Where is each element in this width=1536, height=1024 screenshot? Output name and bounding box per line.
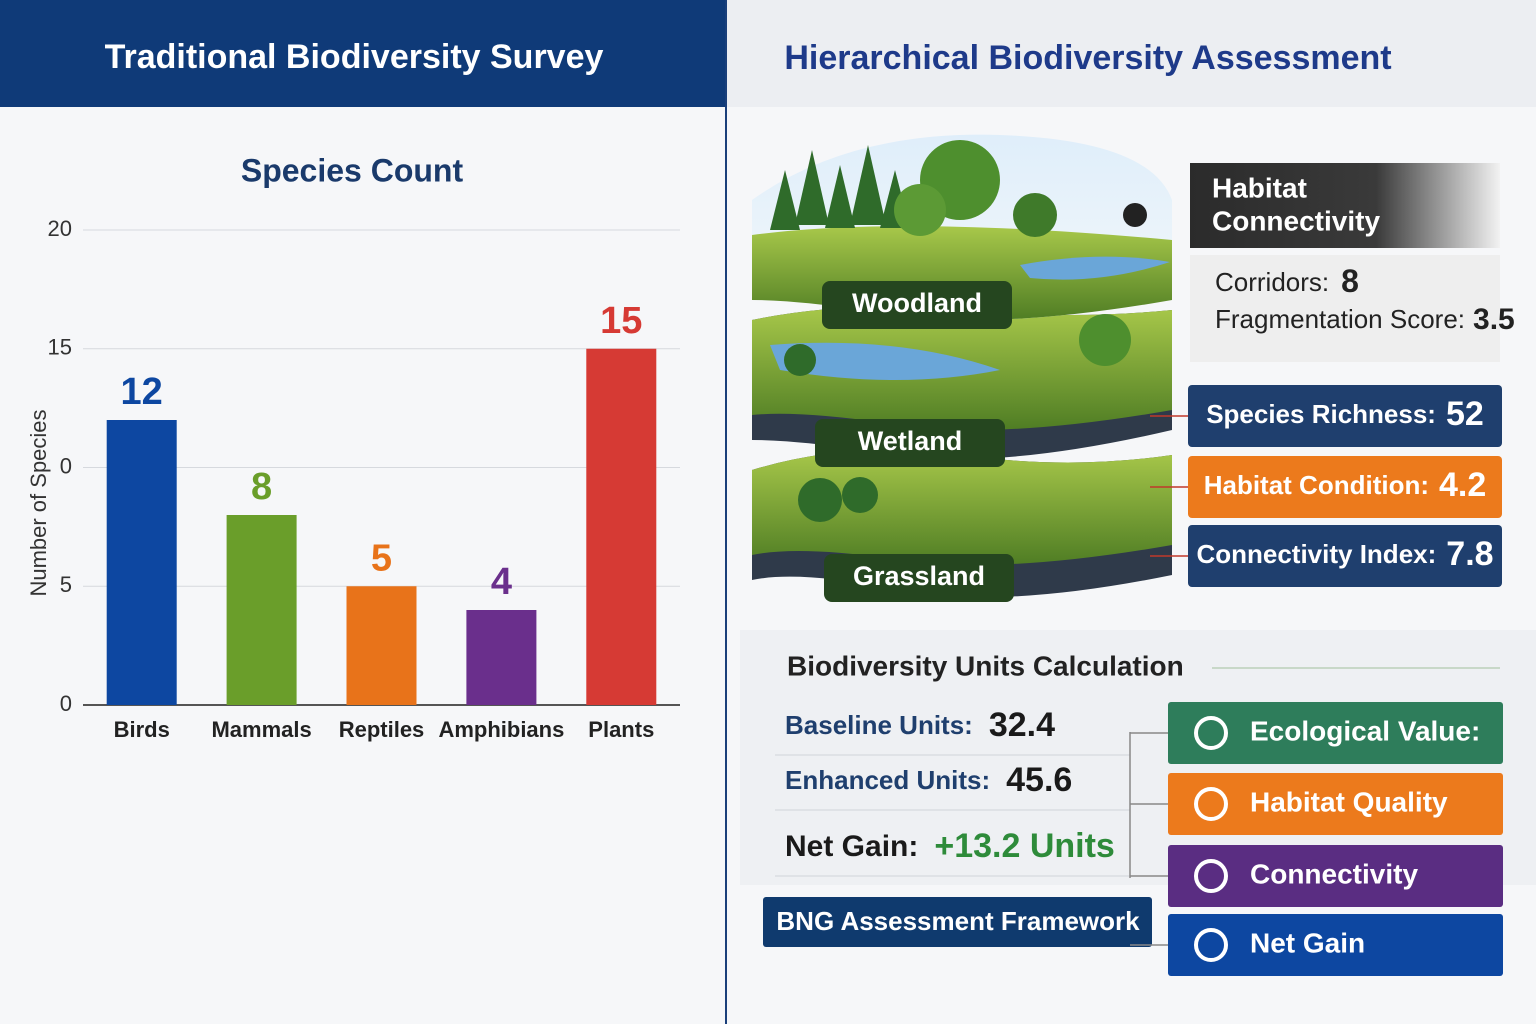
value-label: 4 — [491, 561, 512, 603]
value-label: 5 — [371, 537, 392, 579]
x-tick-label: Plants — [588, 717, 654, 742]
legend-box — [1168, 773, 1503, 835]
left-title: Traditional Biodiversity Survey — [105, 38, 604, 76]
metric-box — [1188, 525, 1502, 587]
layer-label: Woodland — [852, 288, 982, 318]
trees — [770, 140, 1147, 522]
left-header — [0, 0, 725, 107]
legend: Ecological Value: Habitat Quality Connecti… — [1130, 702, 1503, 976]
connectivity-body — [1190, 255, 1500, 362]
wetland-water — [770, 342, 1000, 380]
connectivity-title: Habitat — [1212, 172, 1307, 203]
y-tick-label: 0 — [60, 453, 72, 478]
metric-label: Habitat Condition: — [1204, 470, 1429, 500]
metric-row: Connectivity Index: 7.8 — [1196, 535, 1493, 573]
legend-box — [1168, 845, 1503, 907]
metric-value: 4.2 — [1439, 466, 1486, 504]
connectivity-title: Connectivity — [1212, 205, 1380, 236]
y-tick-label: 20 — [48, 216, 72, 241]
right-title: Hierarchical Biodiversity Assessment — [784, 39, 1391, 77]
legend-icon — [1194, 787, 1228, 821]
y-tick-label: 15 — [48, 335, 72, 360]
metric-box — [1188, 456, 1502, 518]
metric-row: Habitat Condition: 4.2 — [1204, 466, 1487, 504]
unit-label: Net Gain: — [785, 830, 918, 863]
framework-label: BNG Assessment Framework — [776, 906, 1140, 936]
legend-label: Net Gain — [1250, 927, 1365, 958]
y-axis-label: Number of Species — [26, 409, 51, 596]
layer-tag — [822, 281, 1012, 329]
layer-tag — [815, 419, 1005, 467]
unit-value: 45.6 — [1006, 761, 1072, 799]
landscape — [752, 134, 1172, 598]
x-tick-label: Reptiles — [339, 717, 425, 742]
value-label: 12 — [121, 371, 163, 413]
bar — [106, 420, 177, 705]
bar-chart: Species Count Number of Species 0 5 0 15 20 1… — [26, 152, 680, 742]
unit-label: Baseline Units: — [785, 710, 973, 740]
legend-box — [1168, 702, 1503, 764]
metrics: Species Richness: 52 Habitat Condition: 4.2… — [1150, 385, 1502, 587]
metric-box — [1188, 385, 1502, 447]
unit-row: Net Gain: +13.2 Units — [785, 827, 1115, 865]
corridors-row: Corridors: 8 — [1215, 263, 1359, 299]
legend-label: Ecological Value: — [1250, 715, 1480, 746]
layer-labels: Woodland Wetland Grassland — [815, 281, 1014, 602]
metric-value: 7.8 — [1446, 535, 1493, 573]
unit-row: Baseline Units: 32.4 — [785, 706, 1055, 744]
fragmentation-value: 3.5 — [1473, 303, 1515, 336]
unit-rows: Baseline Units: 32.4 Enhanced Units: 45.6 Ne… — [775, 706, 1130, 877]
legend-icon — [1194, 859, 1228, 893]
metric-label: Connectivity Index: — [1196, 539, 1436, 569]
x-tick-label: Mammals — [211, 717, 311, 742]
metric-label: Species Richness: — [1206, 399, 1436, 429]
bar — [586, 348, 657, 705]
layer-label: Grassland — [853, 561, 985, 591]
y-tick-label: 5 — [60, 572, 72, 597]
x-tick-label: Birds — [114, 717, 170, 742]
unit-value: +13.2 Units — [934, 827, 1114, 865]
metric-value: 52 — [1446, 395, 1484, 433]
corridors-label: Corridors: — [1215, 267, 1329, 297]
unit-value: 32.4 — [989, 706, 1055, 744]
right-header — [727, 0, 1536, 107]
corridors-value: 8 — [1341, 263, 1359, 299]
legend-icon — [1194, 928, 1228, 962]
fragmentation-row: Fragmentation Score: 3.5 — [1215, 303, 1515, 336]
layer-label: Wetland — [858, 426, 963, 456]
layer-tag — [824, 554, 1014, 602]
value-label: 15 — [600, 300, 642, 342]
metric-row: Species Richness: 52 — [1206, 395, 1484, 433]
unit-label: Enhanced Units: — [785, 765, 990, 795]
framework-box — [763, 897, 1152, 947]
bar — [346, 586, 417, 705]
legend-label: Habitat Quality — [1250, 786, 1448, 817]
fragmentation-label: Fragmentation Score: — [1215, 304, 1465, 334]
value-label: 8 — [251, 466, 272, 508]
y-tick-label: 0 — [60, 691, 72, 716]
legend-label: Connectivity — [1250, 858, 1418, 889]
connectivity-header — [1190, 163, 1500, 248]
unit-row: Enhanced Units: 45.6 — [785, 761, 1072, 799]
chart-title: Species Count — [241, 152, 464, 188]
bar — [226, 515, 297, 705]
bar — [466, 610, 537, 705]
legend-box — [1168, 914, 1503, 976]
legend-icon — [1194, 716, 1228, 750]
woodland-water — [1020, 256, 1170, 280]
units-title: Biodiversity Units Calculation — [787, 650, 1184, 681]
x-tick-label: Amphibians — [438, 717, 564, 742]
